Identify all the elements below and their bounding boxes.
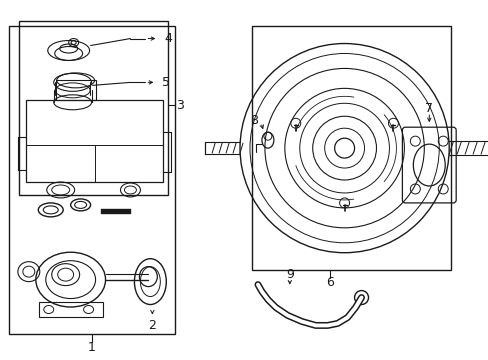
Bar — [9, 26, 175, 334]
Bar — [56, 80, 95, 100]
Text: 3: 3 — [176, 99, 184, 112]
Text: 8: 8 — [249, 114, 258, 127]
Circle shape — [354, 291, 368, 305]
Text: 2: 2 — [148, 319, 156, 332]
Bar — [251, 26, 450, 270]
Text: 4: 4 — [164, 32, 172, 45]
Bar — [39, 302, 102, 318]
Text: 1: 1 — [87, 341, 95, 354]
Text: 9: 9 — [285, 268, 293, 281]
Text: 5: 5 — [162, 76, 170, 89]
Text: 6: 6 — [325, 276, 333, 289]
Text: 7: 7 — [425, 102, 432, 115]
Bar — [26, 100, 163, 182]
Bar — [19, 21, 168, 195]
